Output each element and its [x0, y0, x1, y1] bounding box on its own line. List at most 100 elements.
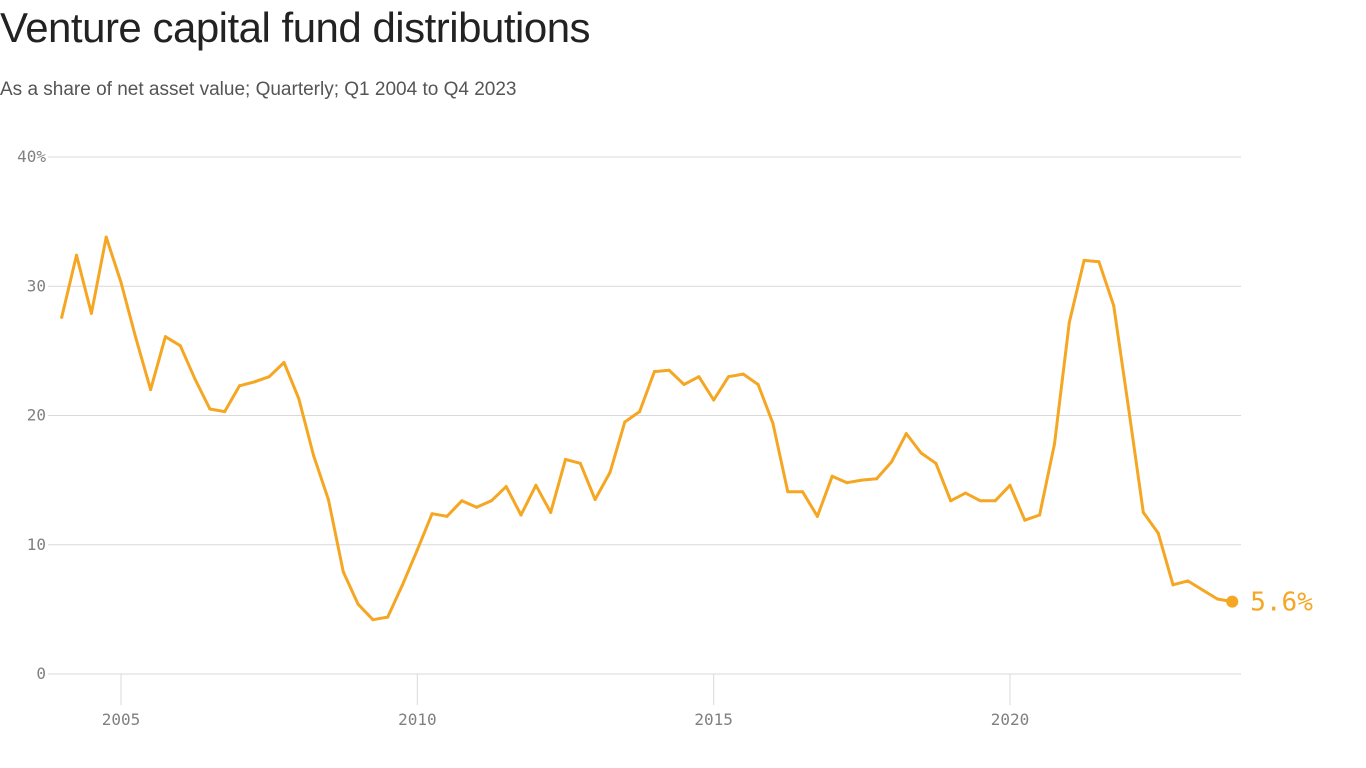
data-point-2009.5	[386, 615, 390, 619]
grid-layer	[48, 156, 1241, 675]
data-points	[60, 235, 1234, 622]
data-point-2022.25	[1141, 510, 1145, 514]
end-annotation: 5.6%	[1226, 588, 1313, 618]
data-point-2009.25	[371, 618, 375, 622]
data-point-2008	[297, 397, 301, 401]
data-point-2023	[1186, 579, 1190, 583]
x-tick-label-2010: 2010	[398, 710, 437, 729]
data-point-2021.5	[1097, 260, 1101, 264]
data-point-2014.5	[682, 382, 686, 386]
y-tick-label-30: 30	[27, 276, 46, 295]
data-point-2007.25	[252, 380, 256, 384]
y-axis: 0 10 20 30 40%	[17, 147, 46, 683]
data-point-2018.75	[934, 461, 938, 465]
y-tick-label-40: 40%	[17, 147, 46, 166]
data-point-2017.25	[845, 481, 849, 485]
data-point-2023.25	[1201, 588, 1205, 592]
data-point-2013.75	[638, 410, 642, 414]
data-point-2005.75	[163, 335, 167, 339]
data-point-2008.5	[326, 498, 330, 502]
data-point-2015	[712, 398, 716, 402]
data-point-2020.5	[1038, 513, 1042, 517]
data-point-2021	[1067, 320, 1071, 324]
data-point-2006.75	[223, 410, 227, 414]
end-value-label: 5.6%	[1250, 588, 1313, 618]
data-point-2009	[356, 602, 360, 606]
y-tick-label-10: 10	[27, 535, 46, 554]
data-point-2011.25	[489, 499, 493, 503]
data-point-2006.5	[208, 407, 212, 411]
chart-title: Venture capital fund distributions	[0, 4, 591, 51]
data-point-2007	[238, 384, 242, 388]
data-point-2011.5	[504, 485, 508, 489]
data-point-2014.75	[697, 375, 701, 379]
data-point-2020	[1008, 483, 1012, 487]
data-point-2013.5	[623, 420, 627, 424]
end-point-marker	[1226, 595, 1239, 608]
data-point-2015.25	[726, 375, 730, 379]
data-point-2020.75	[1052, 442, 1056, 446]
data-point-2013.25	[608, 470, 612, 474]
data-point-2016	[771, 421, 775, 425]
y-tick-label-0: 0	[36, 664, 46, 683]
data-point-2012	[534, 483, 538, 487]
data-point-2014.25	[667, 368, 671, 372]
data-point-2012.75	[578, 461, 582, 465]
data-point-2006.25	[193, 377, 197, 381]
data-point-2018.5	[919, 451, 923, 455]
data-point-2014	[652, 370, 656, 374]
data-point-2011.75	[519, 513, 523, 517]
data-point-2018	[889, 460, 893, 464]
chart-subtitle: As a share of net asset value; Quarterly…	[0, 79, 517, 100]
data-point-2016.25	[786, 490, 790, 494]
x-tick-label-2020: 2020	[991, 710, 1030, 729]
x-tick-label-2005: 2005	[102, 710, 141, 729]
data-point-2021.75	[1112, 304, 1116, 308]
data-point-2016.5	[801, 490, 805, 494]
data-point-2015.5	[741, 372, 745, 376]
data-point-2004.25	[75, 253, 79, 257]
data-point-2019.75	[993, 499, 997, 503]
data-point-2005	[119, 280, 123, 284]
data-point-2004.75	[104, 235, 108, 239]
data-point-2021.25	[1082, 258, 1086, 262]
data-point-2006	[178, 344, 182, 348]
data-point-2015.75	[756, 382, 760, 386]
data-point-2019.25	[964, 491, 968, 495]
data-point-2010.75	[460, 499, 464, 503]
x-axis: 2005 2010 2015 2020	[102, 674, 1030, 729]
data-point-2010.25	[430, 512, 434, 516]
data-point-2010.5	[445, 514, 449, 518]
data-point-2005.5	[149, 388, 153, 392]
data-point-2017	[830, 474, 834, 478]
data-point-2012.25	[549, 510, 553, 514]
data-point-2004	[60, 315, 64, 319]
x-tick-label-2015: 2015	[694, 710, 733, 729]
data-point-2017.75	[875, 477, 879, 481]
data-point-2010	[415, 548, 419, 552]
data-point-2011	[475, 505, 479, 509]
data-point-2017.5	[860, 478, 864, 482]
data-point-2019.5	[978, 499, 982, 503]
data-point-2012.5	[564, 457, 567, 461]
data-point-2004.5	[89, 311, 93, 315]
data-point-2020.25	[1023, 518, 1027, 522]
data-point-2022.75	[1171, 583, 1175, 587]
data-point-2016.75	[815, 514, 819, 518]
data-point-2005.25	[134, 336, 138, 340]
data-point-2022.5	[1156, 531, 1160, 535]
data-point-2008.25	[312, 454, 316, 458]
y-tick-label-20: 20	[27, 406, 46, 425]
series-layer	[60, 235, 1234, 622]
data-point-2007.5	[267, 375, 271, 379]
series-line-0	[60, 235, 1234, 622]
data-point-2009.75	[401, 583, 405, 587]
data-point-2008.75	[341, 570, 345, 574]
data-point-2018.25	[904, 432, 908, 436]
data-point-2023.5	[1215, 597, 1219, 601]
data-point-2022	[1127, 406, 1131, 410]
data-point-2013	[593, 498, 597, 502]
data-point-2019	[949, 499, 953, 503]
data-point-2007.75	[282, 361, 286, 365]
